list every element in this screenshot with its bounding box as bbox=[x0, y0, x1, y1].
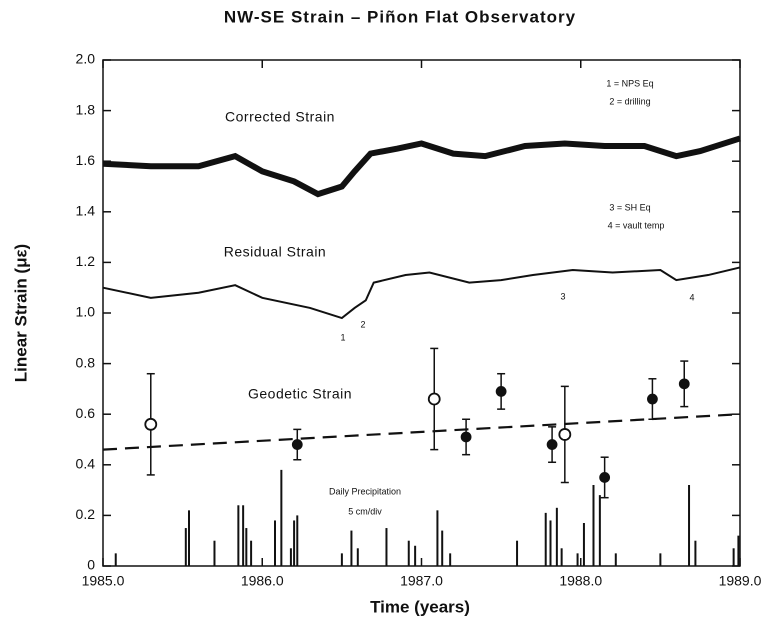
y-tick-label: 0.6 bbox=[76, 405, 96, 421]
annotation: Geodetic Strain bbox=[248, 386, 352, 402]
chart-title: NW-SE Strain – Piñon Flat Observatory bbox=[224, 7, 576, 26]
strain-line bbox=[102, 266, 741, 320]
annotation: Residual Strain bbox=[224, 244, 326, 260]
x-tick-label: 1986.0 bbox=[241, 573, 284, 589]
plot-frame bbox=[102, 59, 741, 567]
y-axis-label: Linear Strain (με) bbox=[11, 244, 30, 382]
geodetic-point bbox=[495, 386, 507, 397]
annotation: 4 = vault temp bbox=[608, 220, 665, 230]
y-tick-label: 1.4 bbox=[76, 203, 96, 219]
annotation: 5 cm/div bbox=[348, 506, 382, 516]
annotation: 2 bbox=[360, 319, 365, 329]
geodetic-point bbox=[291, 439, 303, 450]
y-tick-label: 0.4 bbox=[76, 456, 96, 472]
strain-line bbox=[102, 413, 741, 451]
annotation: 2 = drilling bbox=[609, 96, 650, 106]
x-tick-label: 1988.0 bbox=[559, 573, 602, 589]
geodetic-point bbox=[678, 378, 690, 390]
strain-line bbox=[102, 135, 741, 198]
y-tick-label: 1.0 bbox=[76, 304, 96, 320]
annotation: 3 = SH Eq bbox=[609, 202, 650, 212]
y-tick-label: 0 bbox=[87, 557, 95, 573]
y-tick-label: 1.6 bbox=[76, 152, 96, 168]
x-tick-label: 1989.0 bbox=[719, 573, 762, 589]
annotation: 4 bbox=[689, 292, 694, 302]
y-tick-label: 0.2 bbox=[76, 506, 96, 522]
geodetic-point bbox=[599, 472, 611, 483]
y-tick-label: 1.8 bbox=[76, 101, 96, 117]
annotation: 3 bbox=[560, 291, 565, 301]
y-tick-label: 1.2 bbox=[76, 253, 96, 269]
x-tick-label: 1987.0 bbox=[400, 573, 443, 589]
geodetic-point bbox=[546, 439, 558, 450]
geodetic-point bbox=[427, 392, 441, 406]
x-axis-label: Time (years) bbox=[370, 597, 470, 616]
y-tick-label: 0.8 bbox=[76, 354, 96, 370]
geodetic-point bbox=[647, 393, 658, 405]
geodetic-point bbox=[558, 428, 572, 441]
annotation: 1 = NPS Eq bbox=[606, 78, 653, 88]
annotation: Daily Precipitation bbox=[329, 486, 401, 496]
annotation: 1 bbox=[340, 332, 345, 342]
geodetic-point bbox=[144, 417, 158, 431]
x-tick-label: 1985.0 bbox=[82, 573, 125, 589]
annotation: Corrected Strain bbox=[225, 109, 335, 125]
geodetic-point bbox=[460, 431, 472, 443]
y-tick-label: 2.0 bbox=[76, 51, 96, 67]
